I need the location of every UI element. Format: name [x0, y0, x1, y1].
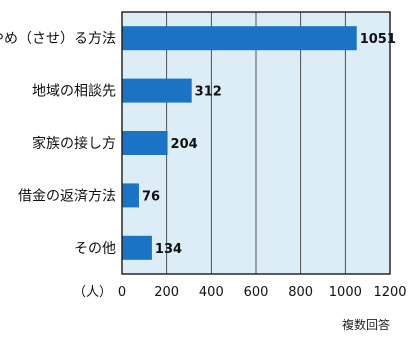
x-tick-label-200: 200 — [154, 285, 179, 300]
x-tick-label-1000: 1000 — [329, 285, 362, 300]
value-label-0: 1051 — [360, 32, 396, 47]
x-tick-label-800: 800 — [288, 285, 313, 300]
bar-4 — [122, 235, 152, 260]
footnote-multiple-answers: 複数回答 — [341, 318, 390, 332]
bar-0 — [122, 26, 357, 51]
value-label-1: 312 — [195, 85, 222, 100]
category-label-0: やめ（させ）る方法 — [0, 31, 116, 47]
category-label-2: 家族の接し方 — [32, 135, 116, 152]
category-label-4: その他 — [74, 241, 116, 257]
value-label-3: 76 — [142, 189, 160, 204]
value-label-4: 134 — [155, 242, 182, 257]
x-tick-label-1200: 1200 — [373, 285, 406, 300]
x-tick-label-600: 600 — [244, 285, 269, 300]
value-label-2: 204 — [171, 137, 198, 152]
bar-2 — [122, 131, 168, 155]
x-tick-label-0: 0 — [118, 285, 126, 300]
plot-border — [121, 11, 391, 275]
x-tick-label-400: 400 — [199, 285, 224, 300]
bar-1 — [122, 78, 192, 103]
x-unit-label: （人） — [73, 285, 112, 300]
category-label-1: 地域の相談先 — [32, 84, 116, 100]
category-label-3: 借金の返済方法 — [18, 188, 116, 204]
bar-3 — [122, 183, 139, 208]
